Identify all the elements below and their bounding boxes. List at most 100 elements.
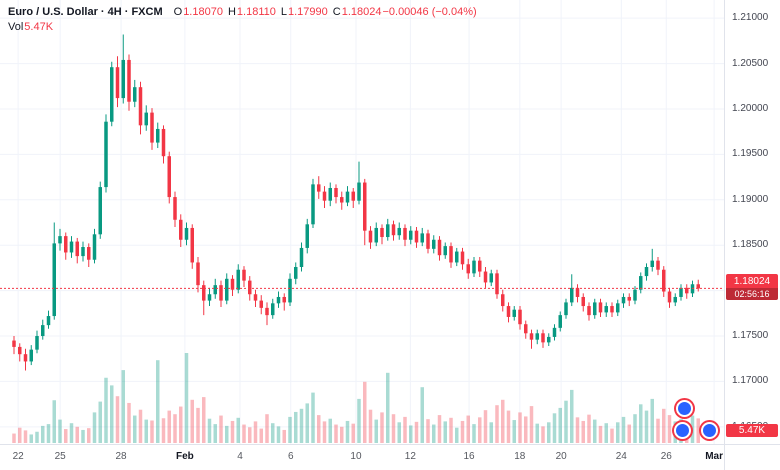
candle-body[interactable] <box>115 67 120 99</box>
candle-body[interactable] <box>92 234 97 260</box>
candle-body[interactable] <box>69 241 74 253</box>
time-axis[interactable]: 22 25 28 Feb 4 6 10 12 16 18 20 24 26 Mar <box>0 444 725 470</box>
candle-body[interactable] <box>685 287 689 294</box>
candle-body[interactable] <box>593 302 597 316</box>
volume-bar[interactable] <box>495 405 499 443</box>
volume-bar[interactable] <box>161 418 166 443</box>
candle-body[interactable] <box>524 324 528 334</box>
volume-bar[interactable] <box>667 415 672 443</box>
volume-bar[interactable] <box>150 420 154 444</box>
candle-body[interactable] <box>639 276 643 290</box>
candle-body[interactable] <box>98 187 103 235</box>
candle-body[interactable] <box>501 294 505 307</box>
volume-bar[interactable] <box>115 396 120 443</box>
volume-bar[interactable] <box>294 411 298 443</box>
volume-bar[interactable] <box>598 425 603 443</box>
volume-bar[interactable] <box>345 420 350 443</box>
candle-body[interactable] <box>104 121 108 188</box>
volume-bar[interactable] <box>253 421 258 443</box>
volume-bar[interactable] <box>242 424 246 443</box>
candle-body[interactable] <box>386 224 390 238</box>
candle-body[interactable] <box>225 278 229 301</box>
volume-bar[interactable] <box>23 430 28 443</box>
volume-bar[interactable] <box>437 415 442 443</box>
candle-body[interactable] <box>357 182 361 201</box>
volume-bar[interactable] <box>207 418 212 443</box>
sticker-icon[interactable] <box>674 422 691 439</box>
candle-body[interactable] <box>656 260 660 270</box>
candle-body[interactable] <box>662 269 666 292</box>
volume-bar[interactable] <box>219 415 223 443</box>
candle-body[interactable] <box>121 59 126 99</box>
volume-bar[interactable] <box>317 415 321 443</box>
candle-body[interactable] <box>696 284 701 289</box>
candle-body[interactable] <box>380 227 384 238</box>
volume-bar[interactable] <box>173 414 177 443</box>
volume-bar[interactable] <box>650 398 655 443</box>
candle-body[interactable] <box>449 246 453 263</box>
volume-bar[interactable] <box>639 404 643 443</box>
candle-body[interactable] <box>202 285 206 301</box>
candle-body[interactable] <box>432 239 436 249</box>
candle-body[interactable] <box>242 269 246 281</box>
candle-body[interactable] <box>512 309 517 317</box>
candle-body[interactable] <box>317 184 321 192</box>
volume-bar[interactable] <box>265 414 269 443</box>
candle-body[interactable] <box>46 316 51 326</box>
candle-body[interactable] <box>173 197 177 220</box>
volume-bar[interactable] <box>41 425 45 443</box>
candle-body[interactable] <box>604 306 609 313</box>
volume-bar[interactable] <box>633 414 637 443</box>
candle-body[interactable] <box>12 340 16 347</box>
volume-bar[interactable] <box>409 425 413 443</box>
volume-bar[interactable] <box>259 428 264 443</box>
volume-bar[interactable] <box>351 423 356 443</box>
volume-bar[interactable] <box>110 385 114 443</box>
volume-bar[interactable] <box>541 426 545 443</box>
candle-body[interactable] <box>564 302 568 316</box>
candle-body[interactable] <box>345 191 350 203</box>
volume-bar[interactable] <box>368 409 373 443</box>
candle-body[interactable] <box>374 227 379 243</box>
price-axis[interactable]: 1.18024 02:56:16 5.47K 1.21000 1.20500 1.2… <box>724 0 780 445</box>
candle-body[interactable] <box>288 278 292 303</box>
volume-bar[interactable] <box>340 426 344 443</box>
candle-body[interactable] <box>598 302 603 313</box>
volume-bar[interactable] <box>35 431 39 443</box>
volume-bar[interactable] <box>311 392 315 443</box>
candle-body[interactable] <box>535 333 540 340</box>
candle-body[interactable] <box>472 260 476 274</box>
volume-bar[interactable] <box>420 387 425 443</box>
volume-bar[interactable] <box>414 421 419 443</box>
candle-body[interactable] <box>271 303 275 316</box>
candle-body[interactable] <box>587 306 591 316</box>
candle-body[interactable] <box>294 267 298 279</box>
sticker-icon[interactable] <box>676 400 693 417</box>
candle-body[interactable] <box>29 349 34 362</box>
candle-body[interactable] <box>506 306 511 317</box>
volume-bar[interactable] <box>374 419 379 443</box>
candle-body[interactable] <box>420 233 425 243</box>
candle-body[interactable] <box>41 325 45 337</box>
candle-body[interactable] <box>58 236 62 244</box>
candle-body[interactable] <box>207 294 212 301</box>
candle-body[interactable] <box>570 287 574 303</box>
candle-body[interactable] <box>236 269 241 290</box>
volume-bar[interactable] <box>581 420 586 443</box>
candle-body[interactable] <box>299 247 304 267</box>
candle-body[interactable] <box>443 246 448 256</box>
candle-body[interactable] <box>483 271 488 283</box>
volume-bar[interactable] <box>276 426 281 443</box>
volume-bar[interactable] <box>58 419 62 443</box>
volume-bar[interactable] <box>18 427 22 443</box>
candle-body[interactable] <box>575 287 580 297</box>
volume-bar[interactable] <box>236 417 241 443</box>
volume-bar[interactable] <box>334 424 338 443</box>
volume-bar[interactable] <box>552 413 557 443</box>
volume-bar[interactable] <box>501 399 505 443</box>
candle-body[interactable] <box>610 306 614 313</box>
candle-body[interactable] <box>466 264 471 274</box>
volume-bar[interactable] <box>529 406 534 443</box>
volume-bar[interactable] <box>156 360 160 443</box>
candle-body[interactable] <box>190 227 195 263</box>
